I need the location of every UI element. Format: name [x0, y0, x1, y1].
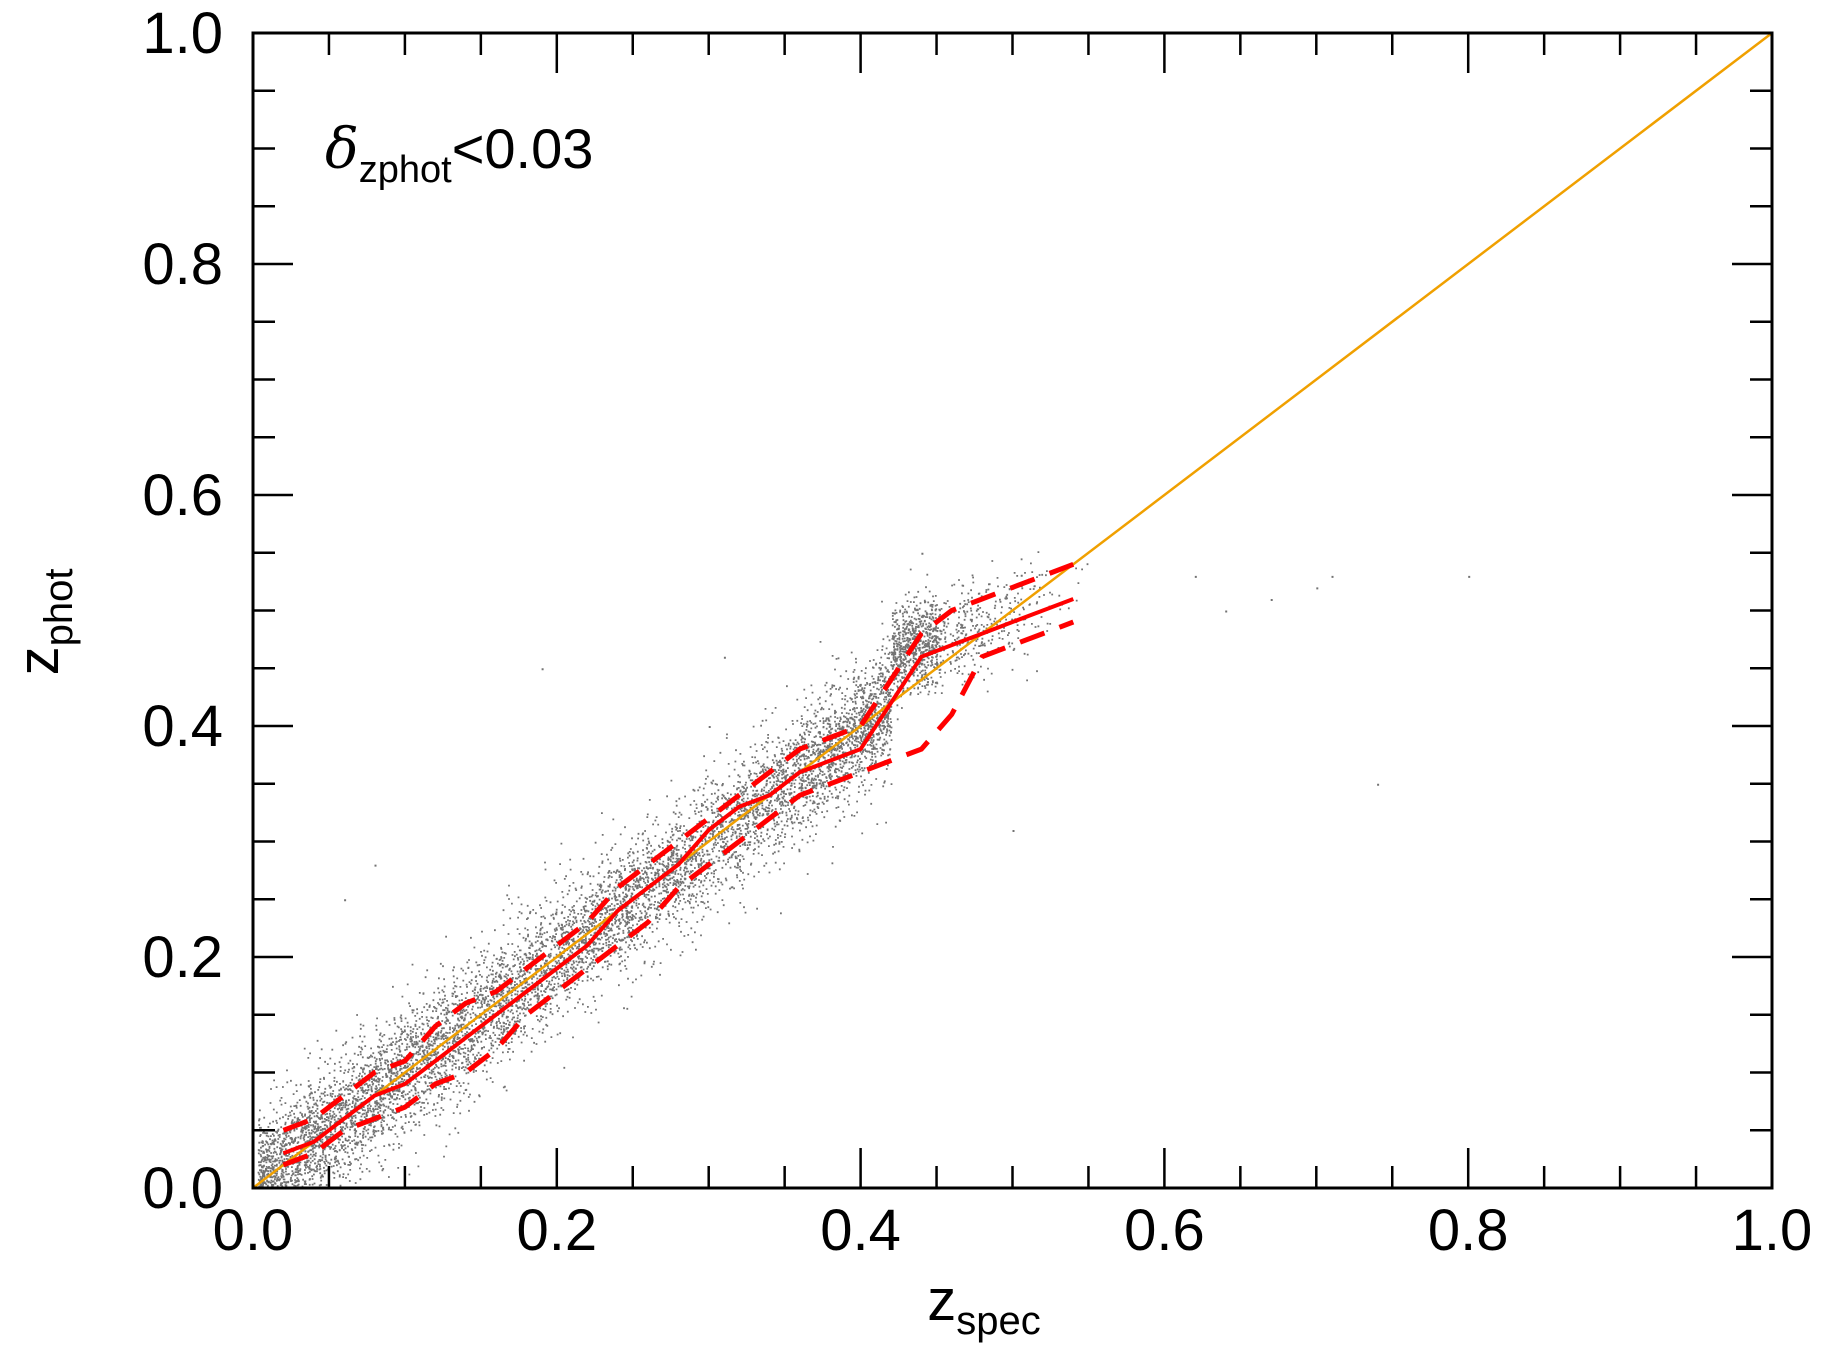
y-axis-title: zphot	[6, 569, 81, 676]
median-line	[282, 597, 1075, 1156]
y-tick-label: 0.2	[142, 925, 223, 990]
x-tick-label: 1.0	[1732, 1198, 1813, 1263]
y-tick-label: 1.0	[142, 1, 223, 66]
y-tick-label: 0.8	[142, 232, 223, 297]
x-tick-label: 0.2	[516, 1198, 597, 1263]
annotation-delta-zphot: δzphot<0.03	[325, 117, 593, 191]
x-tick-labels: 0.0 0.2 0.4 0.6 0.8 1.0	[213, 1198, 1813, 1263]
x-axis-title: zspec	[927, 1268, 1041, 1343]
lower-scatter-band	[282, 619, 1075, 1168]
axis-ticks	[251, 31, 1774, 1190]
y-tick-label: 0.4	[142, 694, 223, 759]
x-tick-label: 0.4	[820, 1198, 901, 1263]
x-tick-label: 0.6	[1124, 1198, 1205, 1263]
y-tick-label: 0.6	[142, 463, 223, 528]
upper-scatter-band	[282, 561, 1075, 1133]
y-tick-label: 0.0	[142, 1156, 223, 1221]
one-to-one-line	[252, 32, 1773, 1189]
x-tick-label: 0.8	[1428, 1198, 1509, 1263]
y-tick-labels: 0.0 0.2 0.4 0.6 0.8 1.0	[142, 1, 223, 1221]
x-tick-label: 0.0	[213, 1198, 294, 1263]
scatter-point-cloud	[257, 551, 1471, 1188]
scatter-points	[257, 551, 1471, 1188]
